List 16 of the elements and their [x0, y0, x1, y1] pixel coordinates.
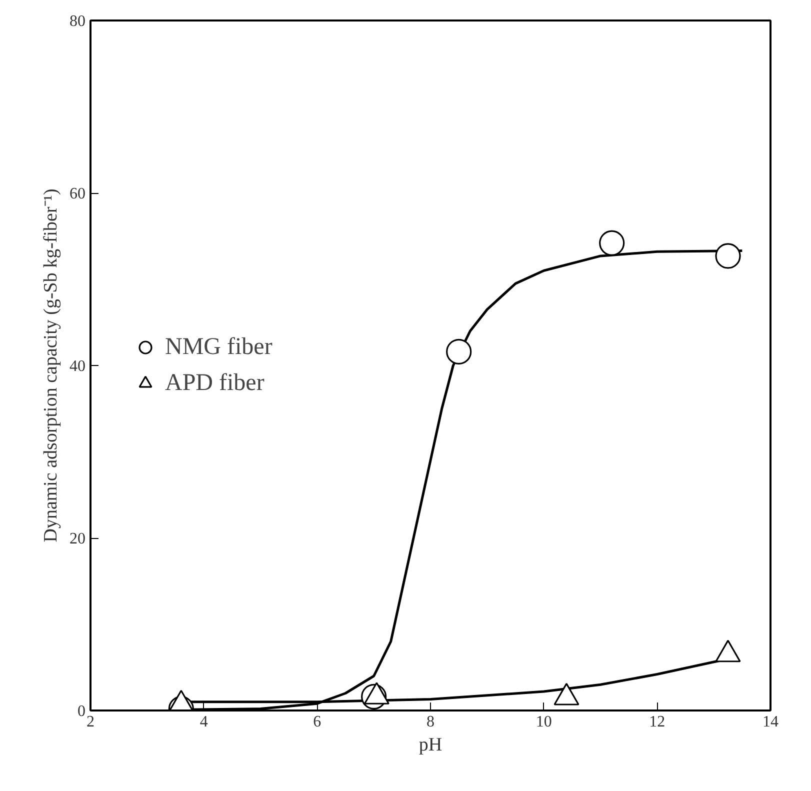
y-tick-label: 20 — [70, 530, 86, 548]
x-tick-label: 8 — [426, 714, 434, 730]
legend-label: APD fiber — [165, 370, 264, 396]
y-tick-label: 40 — [70, 358, 86, 375]
x-axis-title: pH — [418, 734, 442, 756]
legend-label: NMG fiber — [165, 334, 272, 360]
y-tick-label: 0 — [78, 703, 86, 720]
y-tick-label: 80 — [70, 13, 86, 30]
x-tick-label: 4 — [200, 714, 208, 730]
x-tick-label: 2 — [86, 714, 94, 730]
y-tick-label: 60 — [70, 186, 86, 202]
x-tick-label: 14 — [762, 714, 778, 730]
x-tick-label: 6 — [313, 714, 322, 730]
x-tick-label: 12 — [649, 714, 666, 730]
y-axis-title: Dynamic adsorption capacity (g-Sb kg-fiber⁻¹) — [40, 188, 62, 542]
x-tick-label: 10 — [536, 714, 552, 730]
